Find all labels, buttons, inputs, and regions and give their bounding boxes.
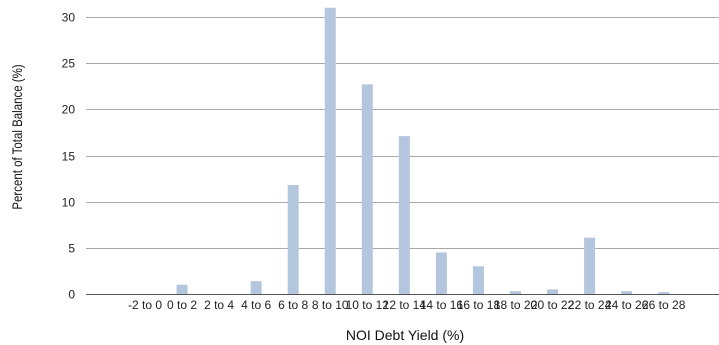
x-tick-label: 4 to 6 <box>241 298 271 312</box>
x-tick-label: 12 to 14 <box>383 298 427 312</box>
x-tick-label: 8 to 10 <box>312 298 349 312</box>
bars <box>176 7 670 295</box>
bar <box>584 237 596 294</box>
y-tick-label: 5 <box>68 242 75 256</box>
bar <box>287 185 299 294</box>
bar <box>510 291 521 294</box>
y-tick-label: 15 <box>62 150 76 164</box>
bar <box>361 84 373 295</box>
bar <box>621 291 633 294</box>
bar <box>250 281 262 294</box>
y-axis-title: Percent of Total Balance (%) <box>9 64 25 209</box>
bar <box>547 289 559 294</box>
x-tick-label: 6 to 8 <box>278 298 308 312</box>
y-tick-label: 20 <box>62 103 76 117</box>
y-tick-label: 25 <box>62 57 76 71</box>
x-tick-label: 24 to 26 <box>605 298 649 312</box>
x-tick-label: 22 to 24 <box>568 298 612 312</box>
y-tick-label: 30 <box>62 11 76 25</box>
bar <box>472 266 484 294</box>
bar <box>658 292 670 294</box>
y-tick-label: 10 <box>62 196 76 210</box>
x-tick-label: 2 to 4 <box>204 298 234 312</box>
bar <box>435 252 447 294</box>
x-tick-label: 14 to 16 <box>420 298 464 312</box>
x-tick-label: 0 to 2 <box>167 298 197 312</box>
x-tick-label: 16 to 18 <box>457 298 501 312</box>
x-tick-label: 26 to 28 <box>642 298 686 312</box>
x-tick-label: 18 to 20 <box>494 298 538 312</box>
x-tick-label: 20 to 22 <box>531 298 575 312</box>
x-axis-title: NOI Debt Yield (%) <box>346 327 464 343</box>
x-tick-label: 10 to 12 <box>346 298 390 312</box>
x-tick-label: -2 to 0 <box>128 298 162 312</box>
bar <box>324 7 336 295</box>
y-tick-label: 0 <box>68 288 75 302</box>
y-axis-tick-labels: 0 5 10 15 20 25 30 <box>62 11 76 302</box>
x-axis-tick-labels: -2 to 0 0 to 2 2 to 4 4 to 6 6 to 8 8 to 1010… <box>128 298 686 312</box>
bar <box>176 284 188 294</box>
bar <box>398 136 410 294</box>
